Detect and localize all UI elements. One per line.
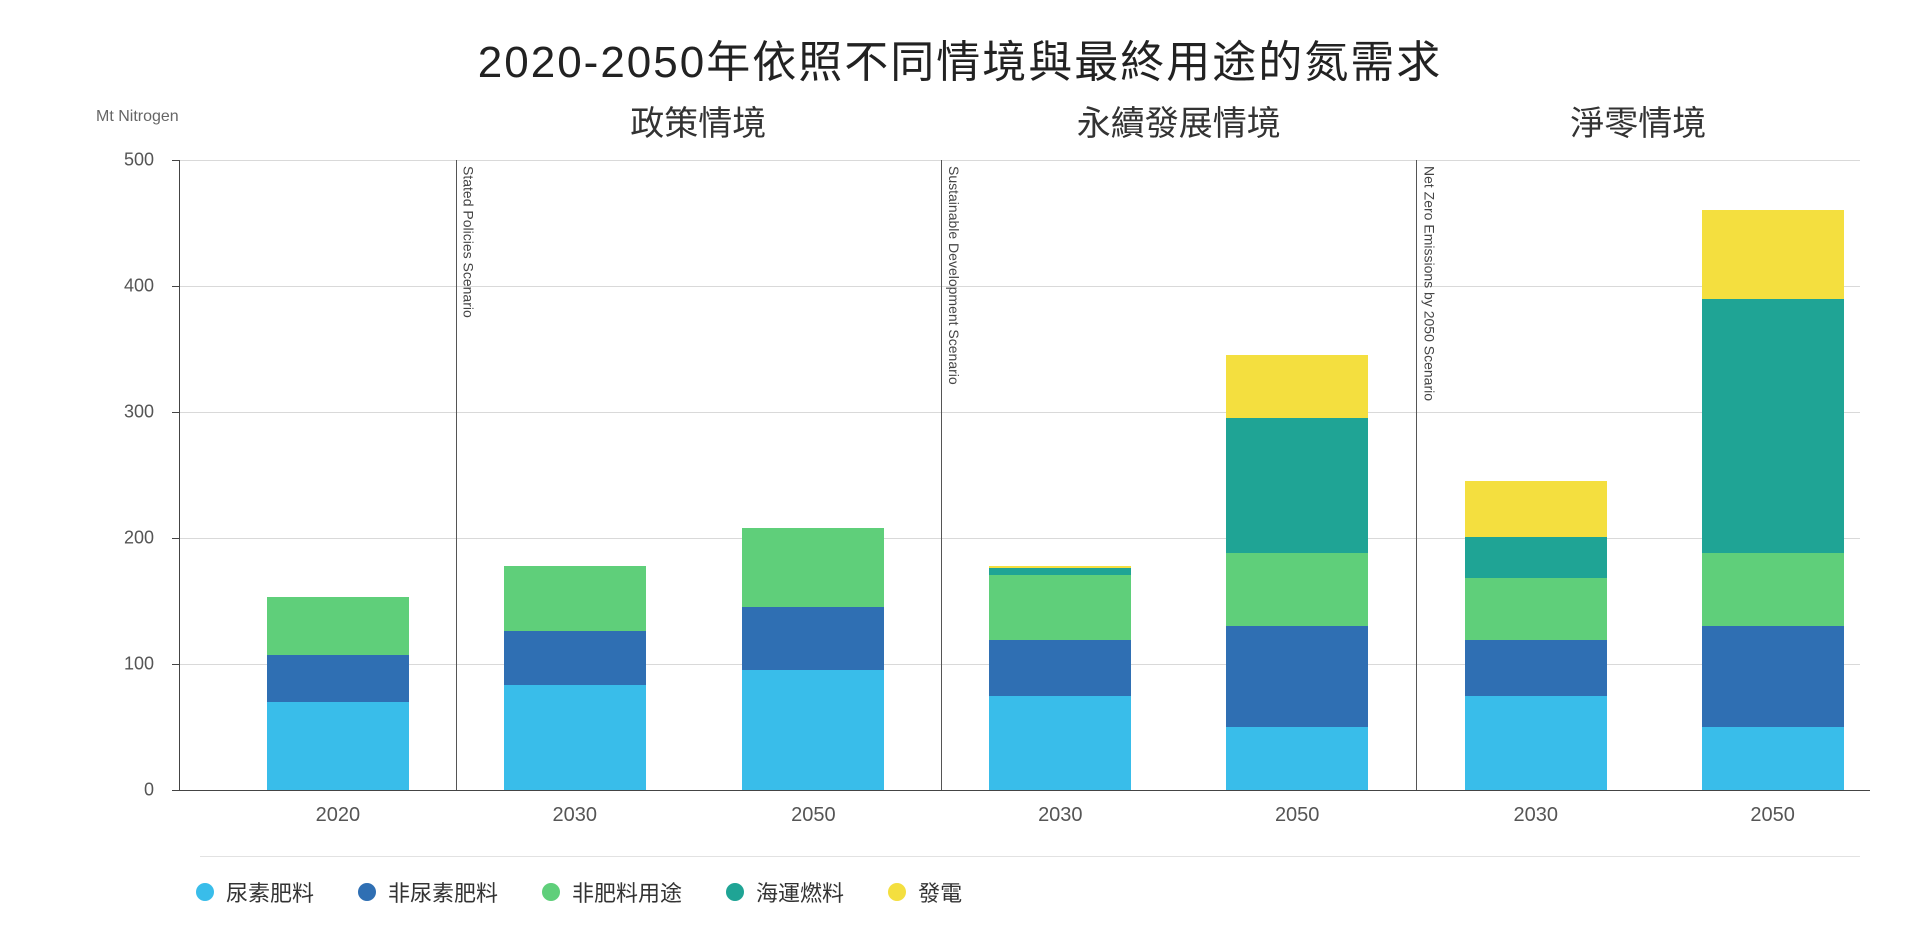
bar-segment-non_urea_fert bbox=[1465, 640, 1607, 695]
legend-swatch bbox=[358, 883, 376, 901]
legend-swatch bbox=[726, 883, 744, 901]
gridline bbox=[180, 160, 1860, 161]
x-tick-label: 2030 bbox=[1038, 804, 1083, 827]
scenario-title: 淨零情境 bbox=[1570, 96, 1706, 145]
bar-segment-urea_fert bbox=[989, 696, 1131, 791]
bar-segment-non_urea_fert bbox=[504, 631, 646, 685]
bar-segment-non_urea_fert bbox=[1226, 626, 1368, 727]
legend-separator bbox=[200, 856, 1860, 857]
ytick-label: 300 bbox=[124, 402, 154, 423]
legend-label: 發電 bbox=[918, 876, 962, 908]
bar-segment-shipping_fuel bbox=[1226, 418, 1368, 553]
bar-segment-shipping_fuel bbox=[1465, 537, 1607, 579]
bar bbox=[1226, 355, 1368, 790]
legend-item: 非尿素肥料 bbox=[358, 876, 498, 908]
gridline bbox=[180, 286, 1860, 287]
bar-segment-non_urea_fert bbox=[989, 640, 1131, 695]
bar-segment-urea_fert bbox=[504, 685, 646, 790]
bar-segment-non_urea_fert bbox=[267, 655, 409, 702]
bar-segment-power bbox=[989, 566, 1131, 569]
x-tick-label: 2050 bbox=[791, 804, 836, 827]
x-tick-label: 2050 bbox=[1275, 804, 1320, 827]
y-axis-title: Mt Nitrogen bbox=[96, 108, 179, 126]
bar-segment-urea_fert bbox=[1226, 727, 1368, 790]
bar-segment-non_urea_fert bbox=[1702, 626, 1844, 727]
bar-segment-power bbox=[1465, 481, 1607, 536]
bar-segment-urea_fert bbox=[267, 702, 409, 790]
bar bbox=[742, 528, 884, 790]
bar-segment-urea_fert bbox=[742, 670, 884, 790]
scenario-divider: Sustainable Development Scenario bbox=[941, 160, 942, 790]
bar bbox=[1702, 210, 1844, 790]
chart-page: 2020-2050年依照不同情境與最終用途的氮需求 Mt Nitrogen 01… bbox=[0, 0, 1920, 944]
scenario-divider-label: Net Zero Emissions by 2050 Scenario bbox=[1421, 166, 1437, 401]
x-tick-label: 2050 bbox=[1750, 804, 1795, 827]
bar-segment-urea_fert bbox=[1702, 727, 1844, 790]
scenario-divider-label: Stated Policies Scenario bbox=[461, 166, 477, 318]
legend-item: 非肥料用途 bbox=[542, 876, 682, 908]
scenario-title: 政策情境 bbox=[630, 96, 766, 145]
plot: 0100200300400500202020302050203020502030… bbox=[180, 160, 1860, 790]
ytick-label: 400 bbox=[124, 276, 154, 297]
chart-title: 2020-2050年依照不同情境與最終用途的氮需求 bbox=[60, 26, 1860, 90]
legend: 尿素肥料 非尿素肥料 非肥料用途 海運燃料 發電 bbox=[196, 876, 962, 908]
scenario-title: 永續發展情境 bbox=[1077, 96, 1281, 145]
scenario-divider: Net Zero Emissions by 2050 Scenario bbox=[1416, 160, 1417, 790]
legend-swatch bbox=[542, 883, 560, 901]
bar bbox=[989, 566, 1131, 790]
bar bbox=[504, 566, 646, 790]
bar-segment-urea_fert bbox=[1465, 696, 1607, 791]
legend-item: 尿素肥料 bbox=[196, 876, 314, 908]
scenario-divider-label: Sustainable Development Scenario bbox=[946, 166, 962, 385]
legend-label: 海運燃料 bbox=[756, 876, 844, 908]
bar-segment-non_urea_fert bbox=[742, 607, 884, 670]
x-tick-label: 2020 bbox=[316, 804, 361, 827]
bar-segment-non_fert bbox=[267, 597, 409, 655]
bar-segment-non_fert bbox=[989, 575, 1131, 641]
bar-segment-shipping_fuel bbox=[1702, 299, 1844, 554]
y-axis-line bbox=[179, 160, 180, 790]
gridline bbox=[180, 412, 1860, 413]
bar-segment-non_fert bbox=[742, 528, 884, 607]
ytick-label: 500 bbox=[124, 150, 154, 171]
ytick-label: 100 bbox=[124, 654, 154, 675]
bar-segment-shipping_fuel bbox=[989, 568, 1131, 574]
bar-segment-non_fert bbox=[1702, 553, 1844, 626]
bar bbox=[1465, 481, 1607, 790]
x-tick-label: 2030 bbox=[1514, 804, 1559, 827]
bar-segment-non_fert bbox=[1465, 578, 1607, 640]
legend-label: 尿素肥料 bbox=[226, 876, 314, 908]
bar-segment-power bbox=[1226, 355, 1368, 418]
bar-segment-power bbox=[1702, 210, 1844, 298]
bar bbox=[267, 597, 409, 790]
ytick-label: 0 bbox=[144, 780, 154, 801]
ytick-label: 200 bbox=[124, 528, 154, 549]
x-tick-label: 2030 bbox=[553, 804, 598, 827]
scenario-divider: Stated Policies Scenario bbox=[456, 160, 457, 790]
legend-item: 海運燃料 bbox=[726, 876, 844, 908]
legend-swatch bbox=[888, 883, 906, 901]
legend-item: 發電 bbox=[888, 876, 962, 908]
plot-area: 0100200300400500202020302050203020502030… bbox=[180, 160, 1860, 790]
legend-label: 非尿素肥料 bbox=[388, 876, 498, 908]
legend-swatch bbox=[196, 883, 214, 901]
bar-segment-non_fert bbox=[504, 566, 646, 632]
gridline bbox=[180, 538, 1860, 539]
bar-segment-non_fert bbox=[1226, 553, 1368, 626]
legend-label: 非肥料用途 bbox=[572, 876, 682, 908]
x-axis-line bbox=[179, 790, 1870, 791]
